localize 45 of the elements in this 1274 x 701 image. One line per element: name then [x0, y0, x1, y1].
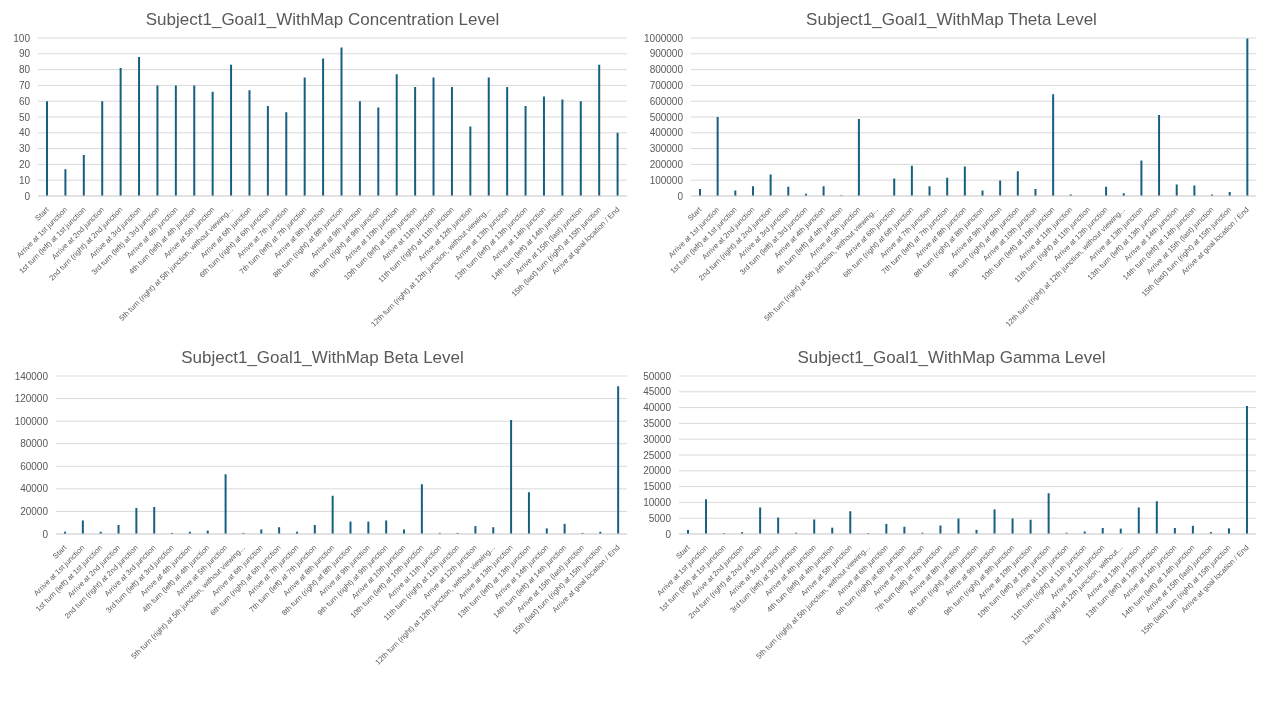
- y-tick-label: 40: [18, 127, 31, 139]
- y-tick-label: 500000: [649, 111, 684, 123]
- y-tick-label: 300000: [649, 143, 684, 155]
- y-tick-label: 600000: [649, 95, 684, 107]
- y-tick-label: 25000: [643, 449, 672, 461]
- y-tick-label: 5000: [648, 512, 672, 524]
- y-tick-label: 0: [665, 528, 672, 540]
- y-tick-label: 1000000: [644, 32, 684, 44]
- y-tick-label: 100000: [649, 174, 684, 186]
- y-tick-label: 100: [13, 32, 31, 44]
- y-tick-label: 140000: [14, 370, 49, 382]
- chart-title: Subject1_Goal1_WithMap Beta Level: [180, 347, 465, 369]
- y-tick-label: 20000: [643, 465, 672, 477]
- y-tick-label: 50000: [643, 370, 672, 382]
- chart-title: Subject1_Goal1_WithMap Gamma Level: [796, 347, 1107, 369]
- y-tick-label: 60: [18, 95, 31, 107]
- y-tick-label: 30: [18, 143, 31, 155]
- y-tick-label: 20000: [20, 505, 49, 517]
- y-tick-label: 15000: [643, 481, 672, 493]
- y-tick-label: 50: [18, 111, 31, 123]
- y-tick-label: 70: [18, 79, 31, 91]
- y-tick-label: 35000: [643, 417, 672, 429]
- y-tick-label: 100000: [14, 415, 49, 427]
- y-tick-label: 90: [18, 48, 31, 60]
- y-tick-label: 10: [18, 174, 31, 186]
- y-tick-label: 200000: [649, 158, 684, 170]
- y-tick-label: 0: [677, 190, 684, 202]
- chart-title: Subject1_Goal1_WithMap Theta Level: [805, 9, 1098, 31]
- chart-title: Subject1_Goal1_WithMap Concentration Level: [144, 9, 501, 31]
- y-tick-label: 0: [42, 528, 49, 540]
- y-tick-label: 900000: [649, 48, 684, 60]
- y-tick-label: 120000: [14, 393, 49, 405]
- y-tick-label: 45000: [643, 386, 672, 398]
- y-tick-label: 800000: [649, 64, 684, 76]
- y-tick-label: 40000: [643, 402, 672, 414]
- y-tick-label: 0: [24, 190, 31, 202]
- y-tick-label: 400000: [649, 127, 684, 139]
- y-tick-label: 80000: [20, 438, 49, 450]
- y-tick-label: 80: [18, 64, 31, 76]
- y-tick-label: 10000: [643, 496, 672, 508]
- y-tick-label: 60000: [20, 460, 49, 472]
- y-tick-label: 40000: [20, 483, 49, 495]
- y-tick-label: 30000: [643, 433, 672, 445]
- y-tick-label: 700000: [649, 79, 684, 91]
- y-tick-label: 20: [18, 158, 31, 170]
